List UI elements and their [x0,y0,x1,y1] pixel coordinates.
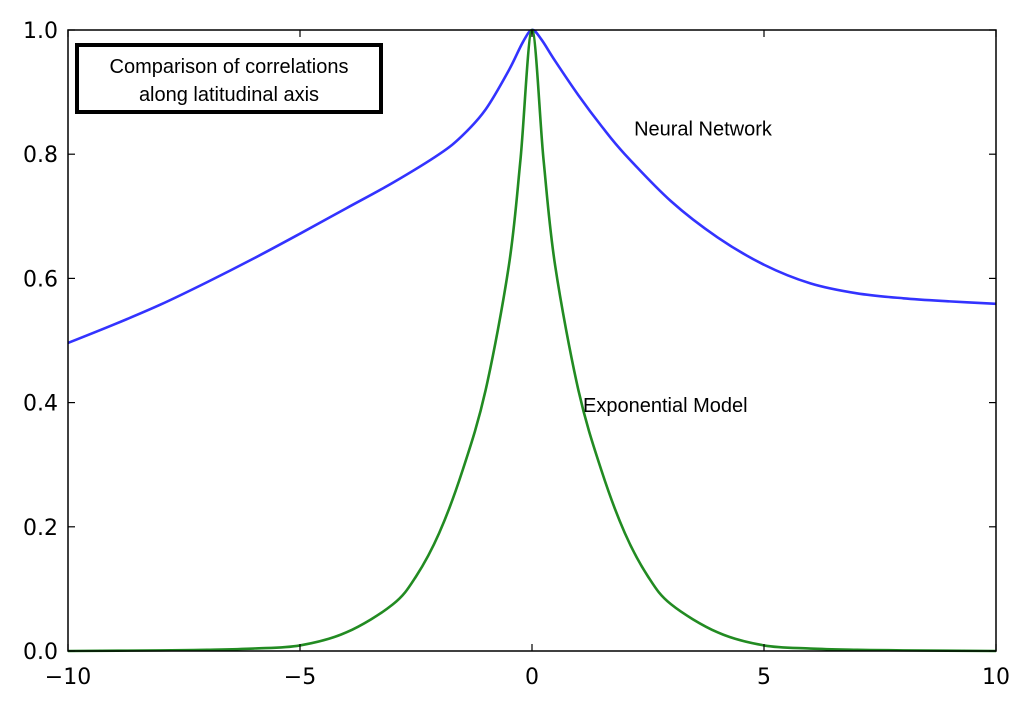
annotation-layer: Neural Network Exponential Model [583,119,773,417]
x-tick-label: −10 [45,665,91,690]
title-box-border [75,43,383,114]
x-tick-label: 10 [982,665,1010,690]
annotation-0: Neural Network [634,119,773,141]
annotation-1: Exponential Model [583,395,748,417]
y-tick-label: 0.4 [23,392,58,417]
y-tick-label: 0.8 [23,143,58,168]
x-tick-label: 0 [525,665,539,690]
x-tick-label: 5 [757,665,771,690]
chart-title-box: Comparison of correlations along latitud… [75,43,383,114]
y-tick-label: 0.6 [23,267,58,292]
chart-title-line-2: along latitudinal axis [139,84,319,106]
series-layer [67,28,997,653]
plot-frame [67,29,997,652]
series-line-1 [67,28,997,653]
y-tick-label: 0.0 [23,640,58,665]
y-tick-label: 1.0 [23,19,58,44]
chart-title-line-1: Comparison of correlations [110,56,349,78]
x-tick-label: −5 [284,665,316,690]
tick-layer: −10 −5 0 5 10 0.0 0.2 0.4 0.6 0.8 1.0 [23,19,1010,690]
y-tick-label: 0.2 [23,516,58,541]
